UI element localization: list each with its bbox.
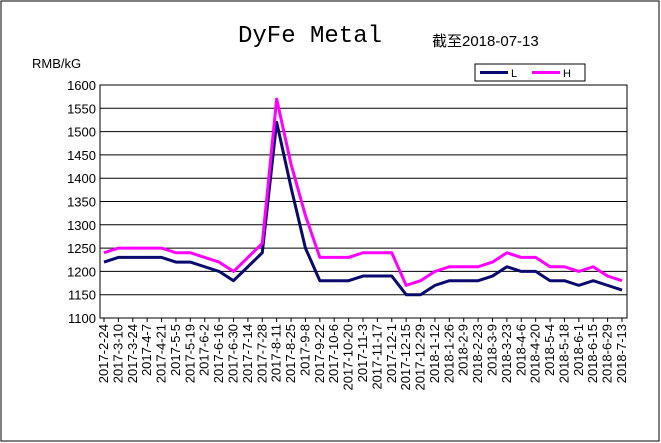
- x-tick-label: 2018-2-23: [470, 324, 485, 383]
- x-tick-label: 2017-4-21: [154, 324, 169, 383]
- x-tick-label: 2017-10-6: [326, 324, 341, 383]
- y-tick-label: 1450: [67, 148, 96, 163]
- y-tick-label: 1350: [67, 195, 96, 210]
- chart-subtitle: 截至2018-07-13: [432, 33, 539, 50]
- x-tick-label: 2017-12-1: [384, 324, 399, 383]
- x-tick-label: 2018-5-4: [542, 324, 557, 376]
- x-tick-label: 2017-6-2: [197, 324, 212, 376]
- x-tick-label: 2017-12-29: [413, 324, 428, 391]
- x-tick-label: 2017-8-11: [269, 324, 284, 382]
- x-tick-label: 2018-2-9: [456, 324, 471, 376]
- y-tick-label: 1550: [67, 101, 96, 116]
- x-tick-label: 2017-3-10: [110, 324, 125, 383]
- y-tick-label: 1250: [67, 241, 96, 256]
- x-tick-label: 2017-6-30: [226, 324, 241, 383]
- x-tick-label: 2017-5-19: [182, 324, 197, 383]
- x-tick-label: 2017-8-25: [283, 324, 298, 383]
- x-tick-label: 2018-4-6: [513, 324, 528, 376]
- x-tick-label: 2018-6-15: [585, 324, 600, 383]
- x-tick-label: 2018-4-20: [528, 324, 543, 383]
- y-tick-label: 1300: [67, 218, 96, 233]
- chart-title: DyFe Metal: [238, 23, 382, 50]
- x-tick-label: 2017-6-16: [211, 324, 226, 383]
- y-tick-label: 1500: [67, 125, 96, 140]
- x-tick-label: 2017-9-8: [297, 324, 312, 376]
- series-line: [103, 97, 623, 287]
- legend-label: H: [563, 68, 571, 80]
- x-tick-label: 2017-7-14: [240, 324, 255, 383]
- y-axis-label: RMB/kG: [32, 56, 81, 71]
- y-tick-label: 1200: [67, 264, 96, 279]
- y-tick-label: 1150: [68, 288, 96, 303]
- x-tick-label: 2018-1-26: [441, 324, 456, 383]
- x-tick-label: 2018-3-9: [485, 324, 500, 376]
- x-tick-label: 2017-11-3: [355, 324, 370, 382]
- x-tick-label: 2017-10-20: [341, 324, 356, 391]
- x-tick-label: 2018-5-18: [556, 324, 571, 383]
- series-line: [103, 120, 623, 297]
- x-tick-label: 2017-3-24: [125, 324, 140, 383]
- x-tick-label: 2018-1-12: [427, 324, 442, 383]
- x-tick-label: 2018-3-23: [499, 324, 514, 383]
- x-tick-label: 2017-12-15: [398, 324, 413, 391]
- x-tick-label: 2017-9-22: [312, 324, 327, 383]
- x-tick-label: 2017-5-5: [168, 324, 183, 376]
- x-tick-label: 2017-4-7: [139, 324, 154, 376]
- x-tick-label: 2017-7-28: [254, 324, 269, 383]
- x-tick-label: 2017-2-24: [96, 324, 111, 383]
- legend-box: [474, 63, 586, 82]
- y-tick-label: 1600: [67, 78, 96, 93]
- x-tick-label: 2018-6-1: [571, 324, 586, 376]
- legend-label: L: [511, 68, 517, 80]
- x-tick-label: 2018-6-29: [600, 324, 615, 383]
- x-tick-label: 2017-11-17: [369, 324, 384, 390]
- y-tick-label: 1400: [67, 171, 96, 186]
- x-tick-label: 2018-7-13: [614, 324, 629, 383]
- y-tick-label: 1100: [68, 311, 96, 326]
